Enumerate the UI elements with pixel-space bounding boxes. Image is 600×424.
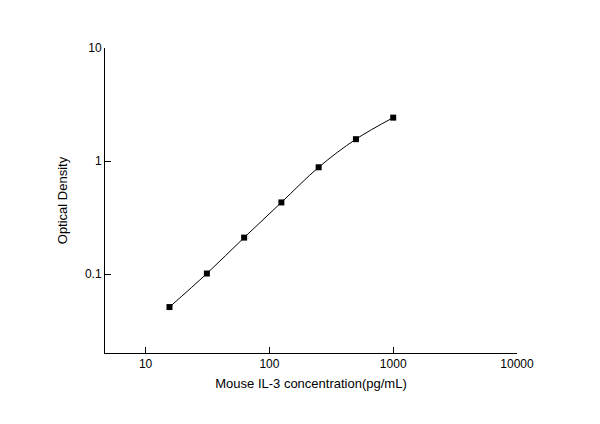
svg-text:1: 1 [95, 154, 102, 168]
svg-text:10000: 10000 [500, 357, 534, 371]
svg-text:10: 10 [88, 41, 102, 55]
svg-text:10: 10 [139, 357, 153, 371]
svg-text:Optical Density: Optical Density [55, 156, 70, 244]
svg-text:0.1: 0.1 [85, 267, 102, 281]
svg-text:Mouse IL-3 concentration(pg/mL: Mouse IL-3 concentration(pg/mL) [215, 376, 406, 391]
svg-text:1000: 1000 [380, 357, 407, 371]
svg-text:100: 100 [259, 357, 279, 371]
